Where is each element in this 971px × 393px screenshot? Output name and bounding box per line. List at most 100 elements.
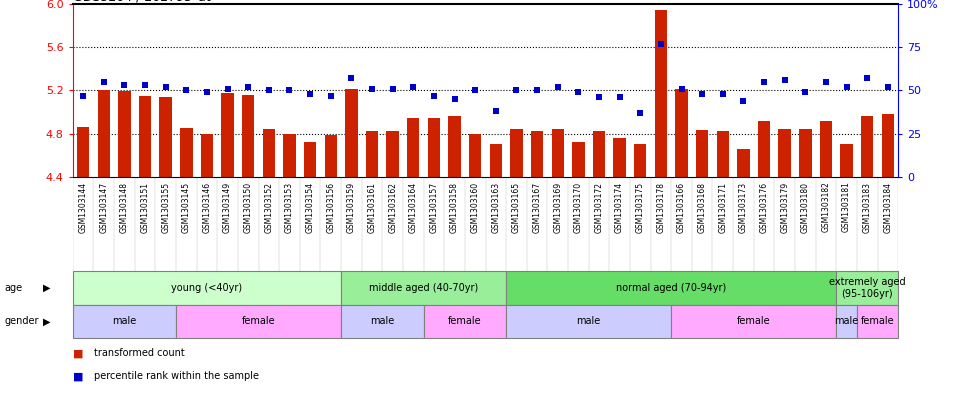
Point [736, 97, 752, 104]
Text: GSM1303166: GSM1303166 [677, 182, 686, 233]
Bar [882, 114, 894, 177]
Bar [717, 131, 729, 177]
Text: GSM1303175: GSM1303175 [636, 182, 645, 233]
Point [179, 87, 194, 94]
Text: GSM1303161: GSM1303161 [367, 182, 377, 233]
Text: GSM1303148: GSM1303148 [119, 182, 129, 233]
Bar [469, 134, 482, 177]
Bar [221, 93, 234, 177]
Bar [346, 89, 357, 177]
Point [715, 91, 730, 97]
Text: GSM1303170: GSM1303170 [574, 182, 583, 233]
Point [756, 79, 772, 85]
Text: ▶: ▶ [43, 316, 50, 326]
Point [302, 91, 318, 97]
Bar [836, 305, 857, 338]
Text: GSM1303179: GSM1303179 [780, 182, 789, 233]
Bar [181, 128, 192, 177]
Text: GSM1303174: GSM1303174 [615, 182, 624, 233]
Text: gender: gender [5, 316, 40, 326]
Point [653, 40, 669, 47]
Bar [242, 95, 254, 177]
Bar [861, 116, 874, 177]
Text: GSM1303184: GSM1303184 [884, 182, 892, 233]
Point [261, 87, 277, 94]
Bar [758, 121, 770, 177]
Text: GSM1303145: GSM1303145 [182, 182, 191, 233]
Text: GSM1303151: GSM1303151 [141, 182, 150, 233]
Point [219, 86, 235, 92]
Point [241, 84, 256, 90]
Bar [531, 131, 544, 177]
Text: GSM1303144: GSM1303144 [79, 182, 87, 233]
Point [96, 79, 112, 85]
Bar [201, 134, 214, 177]
Bar [324, 135, 337, 177]
Point [199, 89, 215, 95]
Text: GSM1303173: GSM1303173 [739, 182, 748, 233]
Text: GSM1303176: GSM1303176 [759, 182, 769, 233]
Point [529, 87, 545, 94]
Bar [614, 138, 626, 177]
Point [282, 87, 297, 94]
Text: GSM1303172: GSM1303172 [594, 182, 604, 233]
Text: GSM1303167: GSM1303167 [532, 182, 542, 233]
Bar [118, 92, 130, 177]
Point [117, 82, 132, 88]
Bar [73, 305, 176, 338]
Bar [386, 131, 399, 177]
Text: GSM1303154: GSM1303154 [306, 182, 315, 233]
Bar [506, 305, 671, 338]
Point [344, 75, 359, 81]
Bar [407, 119, 419, 177]
Bar [841, 145, 853, 177]
Text: normal aged (70-94yr): normal aged (70-94yr) [616, 283, 726, 293]
Point [550, 84, 565, 90]
Point [571, 89, 586, 95]
Bar [159, 97, 172, 177]
Text: GSM1303180: GSM1303180 [801, 182, 810, 233]
Text: male: male [834, 316, 858, 326]
Bar [449, 116, 461, 177]
Text: GSM1303149: GSM1303149 [223, 182, 232, 233]
Bar [139, 96, 151, 177]
Bar [593, 131, 605, 177]
Text: middle aged (40-70yr): middle aged (40-70yr) [369, 283, 479, 293]
Text: transformed count: transformed count [94, 348, 184, 358]
Text: GSM1303169: GSM1303169 [553, 182, 562, 233]
Bar [572, 142, 585, 177]
Bar [696, 130, 709, 177]
Bar [284, 134, 295, 177]
Text: GSM1303163: GSM1303163 [491, 182, 500, 233]
Text: GSM1303162: GSM1303162 [388, 182, 397, 233]
Bar [820, 121, 832, 177]
Text: GSM1303182: GSM1303182 [821, 182, 830, 232]
Text: GSM1303171: GSM1303171 [719, 182, 727, 233]
Point [880, 84, 895, 90]
Bar [511, 129, 522, 177]
Text: GSM1303160: GSM1303160 [471, 182, 480, 233]
Bar [779, 129, 791, 177]
Bar [552, 129, 564, 177]
Point [777, 77, 792, 83]
Bar [73, 271, 341, 305]
Text: young (<40yr): young (<40yr) [172, 283, 243, 293]
Point [509, 87, 524, 94]
Text: female: female [860, 316, 894, 326]
Text: GSM1303152: GSM1303152 [264, 182, 274, 233]
Point [488, 108, 504, 114]
Text: GSM1303153: GSM1303153 [285, 182, 294, 233]
Point [364, 86, 380, 92]
Point [323, 92, 339, 99]
Bar [799, 129, 812, 177]
Point [632, 110, 648, 116]
Point [819, 79, 834, 85]
Point [406, 84, 421, 90]
Point [591, 94, 607, 101]
Bar [176, 305, 341, 338]
Point [158, 84, 174, 90]
Bar [489, 145, 502, 177]
Point [612, 94, 627, 101]
Bar [423, 305, 506, 338]
Point [694, 91, 710, 97]
